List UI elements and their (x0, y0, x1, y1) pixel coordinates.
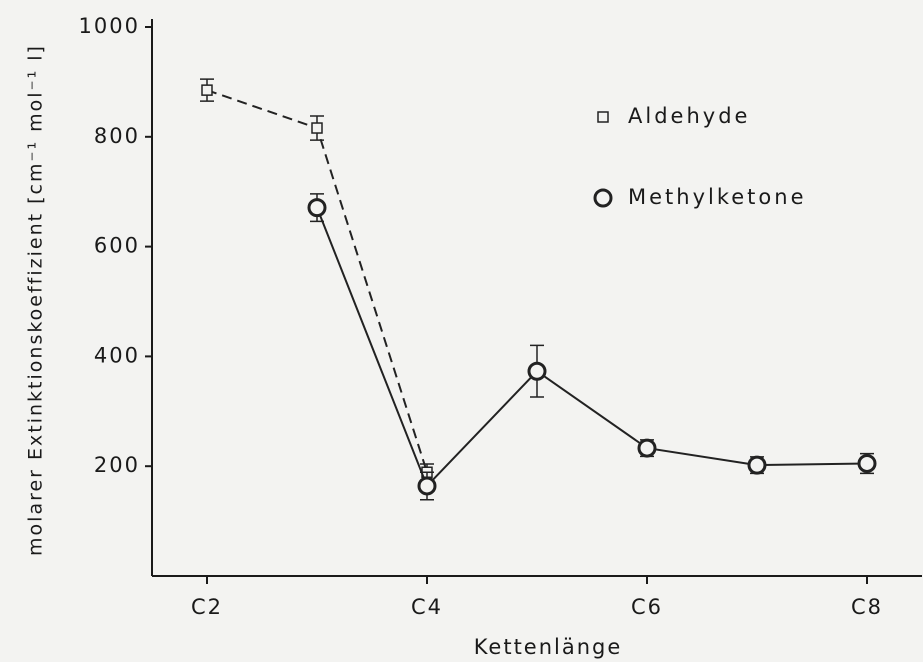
legend-label: Aldehyde (628, 104, 750, 128)
data-point (857, 453, 877, 473)
data-point (747, 455, 767, 475)
series-line (316, 207, 868, 488)
y-axis-label: molarer Extinktionskoeffizient [cm⁻¹ mol… (25, 44, 47, 556)
legend-marker (597, 111, 609, 123)
legend-label: Methylketone (628, 185, 807, 209)
x-tick-label: C6 (631, 595, 663, 619)
data-point (637, 438, 657, 458)
series-line (206, 89, 428, 473)
y-tick-label: 600 (94, 234, 140, 258)
legend-marker (593, 188, 613, 208)
x-axis-label: Kettenlänge (474, 635, 623, 659)
data-point (417, 476, 437, 496)
data-point (201, 84, 213, 96)
y-tick-label: 400 (94, 343, 140, 367)
y-tick-label: 200 (94, 453, 140, 477)
x-tick-label: C4 (411, 595, 443, 619)
data-point (527, 361, 547, 381)
y-tick-label: 800 (94, 124, 140, 148)
x-tick-label: C8 (851, 595, 883, 619)
x-tick-label: C2 (191, 595, 223, 619)
y-tick-label: 1000 (79, 14, 140, 38)
data-point (311, 122, 323, 134)
data-point (307, 198, 327, 218)
